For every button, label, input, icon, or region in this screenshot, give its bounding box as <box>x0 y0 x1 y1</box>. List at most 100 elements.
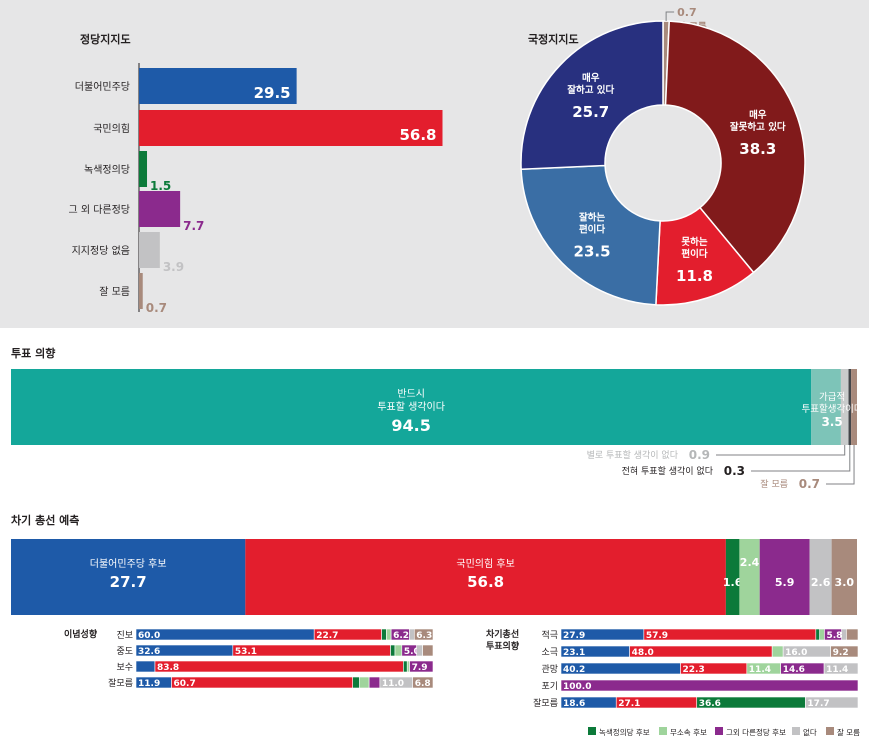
party-bar <box>139 273 143 309</box>
sub-segment-label: 36.6 <box>699 699 721 709</box>
sub-segment <box>359 676 370 689</box>
vote-segment <box>811 369 841 445</box>
sub-segment <box>409 660 434 673</box>
sub-segment <box>846 628 859 641</box>
forecast-segment <box>759 539 810 615</box>
sub-row-label: 잘모름 <box>108 677 133 689</box>
party-bar <box>139 232 160 268</box>
vote-segment-label: 투표할 생각이다 <box>377 401 445 413</box>
sub-segment-label: 27.1 <box>618 699 640 709</box>
party-category-label: 더불어민주당 <box>75 81 130 93</box>
sub-segment-label: 17.7 <box>807 699 829 709</box>
approval-slice-value: 11.8 <box>676 267 713 285</box>
sub-segment-label: 6.8 <box>415 679 431 689</box>
sub-segment <box>413 628 434 641</box>
sub-row-label: 소극 <box>541 647 558 658</box>
sub-segment <box>390 644 396 657</box>
sub-segment <box>171 676 354 689</box>
forecast-segment <box>809 539 832 615</box>
sub-segment <box>368 676 381 689</box>
approval-slice <box>664 20 806 274</box>
sub-segment <box>394 644 403 657</box>
vote-segment-label: 반드시 <box>397 388 425 400</box>
party-category-label: 녹색정의당 <box>84 164 130 176</box>
sub-segment <box>386 628 392 641</box>
forecast-segment-value: 3.0 <box>835 576 855 589</box>
vote-callout-value: 0.9 <box>689 448 710 462</box>
legend-swatch <box>792 727 800 735</box>
vote-leader-line <box>751 445 851 472</box>
forecast-segment <box>245 539 726 615</box>
approval-slice-label: 잘하는 <box>579 211 605 223</box>
sub-group-label: 이념성향 <box>64 628 98 640</box>
party-bar <box>139 68 297 104</box>
vote-chart-title: 투표 의향 <box>11 346 55 360</box>
sub-segment-label: 11.4 <box>826 665 848 675</box>
approval-slice-label: 잘하고 있다 <box>567 84 614 96</box>
sub-segment-label: 48.0 <box>632 648 654 658</box>
sub-group-label: 투표의향 <box>486 640 520 652</box>
forecast-segment-value: 5.9 <box>775 576 795 589</box>
vote-callout-value: 0.3 <box>724 464 745 478</box>
legend-swatch <box>659 727 667 735</box>
sub-segment-label: 27.9 <box>563 631 585 641</box>
forecast-segment <box>831 539 857 615</box>
sub-row-label: 중도 <box>116 646 133 657</box>
sub-segment <box>154 660 404 673</box>
approval-slice-label: 매우 <box>582 72 600 84</box>
approval-slice-label: 못하는 <box>681 236 707 248</box>
forecast-segment-value: 27.7 <box>110 573 147 591</box>
approval-slice-label: 매우 <box>749 109 767 121</box>
party-bar <box>139 110 443 146</box>
sub-segment-label: 60.7 <box>174 679 196 689</box>
sub-segment <box>422 644 434 657</box>
vote-leader-line <box>826 445 855 485</box>
sub-segment <box>381 628 387 641</box>
party-value-label: 1.5 <box>150 179 171 193</box>
sub-segment-label: 7.9 <box>412 663 428 673</box>
sub-segment <box>819 628 825 641</box>
sub-segment-label: 60.0 <box>138 631 160 641</box>
sub-segment <box>643 628 817 641</box>
legend-label: 없다 <box>803 728 817 737</box>
approval-slice-value: 23.5 <box>574 242 611 260</box>
approval-slice-label: 편이다 <box>579 223 605 235</box>
vote-segment-value: 94.5 <box>391 416 430 435</box>
forecast-chart-title: 차기 총선 예측 <box>11 513 79 527</box>
legend-label: 녹색정의당 후보 <box>599 727 650 737</box>
approval-slice-label: 잘못하고 있다 <box>730 121 786 133</box>
sub-segment <box>409 628 415 641</box>
approval-chart-title: 국정지지도 <box>528 32 579 46</box>
party-bar <box>139 151 148 187</box>
vote-segment <box>840 369 849 445</box>
sub-row-label: 잘모름 <box>533 697 558 709</box>
vote-callout-label: 잘 모름 <box>760 478 788 490</box>
sub-segment <box>805 696 859 709</box>
forecast-segment <box>739 539 760 615</box>
sub-segment-label: 100.0 <box>563 682 591 692</box>
legend-swatch <box>826 727 834 735</box>
sub-segment-label: 57.9 <box>646 631 668 641</box>
sub-segment-label: 9.2 <box>833 648 849 658</box>
party-bar <box>139 191 181 227</box>
approval-leader-line <box>665 11 675 22</box>
legend-label: 잘 모름 <box>837 728 860 737</box>
sub-row-label: 보수 <box>116 662 133 673</box>
sub-segment-label: 5.0 <box>404 647 420 657</box>
sub-segment-label: 40.2 <box>563 665 585 675</box>
sub-segment-label: 14.6 <box>783 665 805 675</box>
forecast-segment <box>11 539 246 615</box>
approval-slice-value: 0.7 <box>677 6 697 19</box>
party-value-label: 7.7 <box>183 219 204 233</box>
sub-segment <box>771 645 784 658</box>
vote-segment <box>851 369 857 445</box>
vote-segment-value: 3.5 <box>821 415 842 429</box>
vote-callout-label: 별로 투표할 생각이 없다 <box>587 449 679 461</box>
vote-callout-label: 전혀 투표할 생각이 없다 <box>622 465 714 477</box>
approval-slice-value: 25.7 <box>572 103 609 121</box>
sub-row-label: 진보 <box>116 630 133 641</box>
sub-segment <box>560 679 859 692</box>
sub-segment <box>416 644 423 657</box>
sub-row-label: 적극 <box>541 629 558 641</box>
